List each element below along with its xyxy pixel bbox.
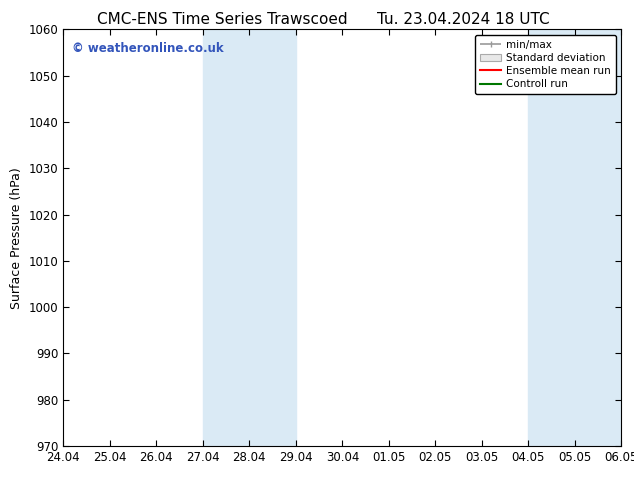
Bar bbox=[203, 29, 296, 446]
Text: © weatheronline.co.uk: © weatheronline.co.uk bbox=[72, 42, 223, 55]
Text: Tu. 23.04.2024 18 UTC: Tu. 23.04.2024 18 UTC bbox=[377, 12, 549, 27]
Legend: min/max, Standard deviation, Ensemble mean run, Controll run: min/max, Standard deviation, Ensemble me… bbox=[475, 35, 616, 95]
Text: CMC-ENS Time Series Trawscoed: CMC-ENS Time Series Trawscoed bbox=[96, 12, 347, 27]
Y-axis label: Surface Pressure (hPa): Surface Pressure (hPa) bbox=[10, 167, 23, 309]
Bar bbox=[528, 29, 621, 446]
